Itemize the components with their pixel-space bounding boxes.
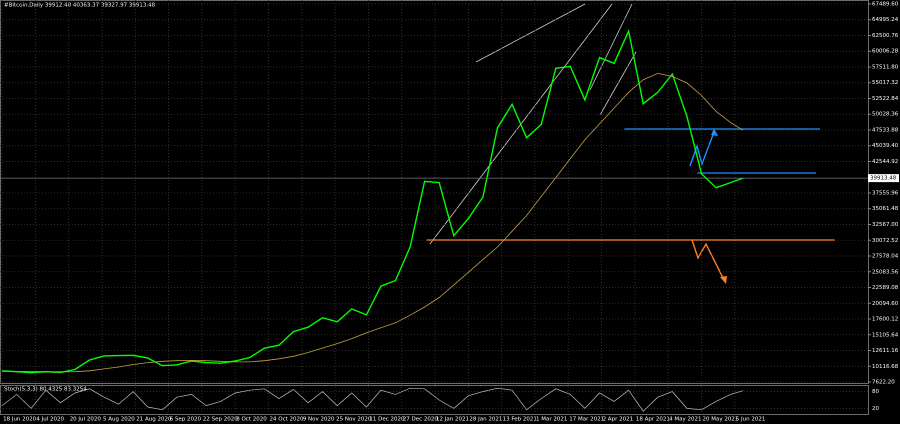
y-tick-label: 55017.32 [872, 80, 898, 86]
x-tick-label: 2 Apr 2021 [603, 417, 634, 423]
x-tick-label: 27 Dec 2020 [403, 417, 439, 423]
y-tick-label: 35061.48 [872, 206, 899, 212]
y-tick-label: 27578.04 [872, 254, 899, 260]
x-tick-label: 22 Sep 2020 [203, 417, 238, 423]
y-tick-label: 47533.88 [872, 127, 899, 133]
y-tick-label: 25083.56 [872, 269, 899, 275]
x-tick-label: 4 May 2021 [669, 417, 701, 423]
down-arrow [691, 239, 725, 281]
x-tick-label: 20 Jul 2020 [70, 417, 102, 423]
x-tick-label: 17 Mar 2021 [569, 417, 604, 423]
y-tick-label: 52522.84 [872, 96, 899, 102]
y-tick-label: 12611.16 [872, 348, 899, 354]
y-tick-label: 7622.20 [872, 380, 895, 386]
osc-frame [0, 385, 869, 415]
x-tick-label: 5 Aug 2020 [103, 417, 135, 423]
up-arrow [689, 131, 715, 167]
y-tick-label: 62500.76 [872, 33, 899, 39]
x-tick-label: 6 Sep 2020 [170, 417, 202, 423]
oscillator-line [1, 387, 744, 412]
x-tick-label: 28 Jan 2021 [469, 417, 502, 423]
x-tick-label: 9 Nov 2020 [303, 417, 335, 423]
y-tick-label: 32567.00 [872, 222, 899, 228]
x-tick-label: 1 Mar 2021 [536, 417, 567, 423]
y-tick-label: 67489.60 [872, 1, 899, 7]
osc-title: Stoch(5,3,3) 80.4325 83.3254 [4, 387, 87, 393]
x-tick-label: 13 Feb 2021 [503, 417, 537, 423]
last-price-label: 39913.48 [870, 176, 897, 182]
y-tick-label: 57511.80 [872, 64, 899, 70]
x-tick-label: 18 Apr 2021 [636, 417, 670, 423]
x-tick-label: 8 Oct 2020 [236, 417, 267, 423]
osc-tick-label: 20 [872, 406, 879, 412]
x-tick-label: 24 Oct 2020 [270, 417, 305, 423]
y-tick-label: 37555.96 [872, 190, 899, 196]
y-tick-label: 64995.24 [872, 17, 899, 23]
osc-tick-label: 80 [872, 389, 879, 395]
x-tick-label: 11 Dec 2020 [369, 417, 405, 423]
x-tick-label: 21 Aug 2020 [136, 417, 172, 423]
main-frame [0, 0, 869, 384]
y-tick-label: 10116.68 [872, 364, 899, 370]
y-tick-label: 17600.12 [872, 317, 898, 323]
y-tick-label: 45039.40 [872, 143, 899, 149]
moving-average [2, 72, 744, 373]
x-tick-label: 20 May 2021 [702, 417, 738, 423]
y-tick-label: 30072.52 [872, 238, 898, 244]
y-tick-label: 50028.36 [872, 112, 899, 118]
y-tick-label: 42544.92 [872, 159, 898, 165]
x-tick-label: 25 Nov 2020 [336, 417, 372, 423]
x-tick-label: 5 Jun 2021 [736, 417, 766, 423]
y-tick-label: 22589.08 [872, 285, 899, 291]
x-tick-label: 18 Jun 2020 [3, 417, 37, 423]
price-line [2, 28, 744, 374]
up-arrow-head [711, 128, 718, 136]
last-price-box [868, 174, 899, 183]
y-tick-label: 20094.60 [872, 301, 899, 307]
y-tick-label: 60006.28 [872, 49, 899, 55]
y-tick-label: 15105.64 [872, 332, 899, 338]
chart-title: #Bitcoin,Daily 39912.48 40363.37 39327.9… [4, 3, 156, 9]
x-tick-label: 4 Jul 2020 [36, 417, 64, 423]
down-arrow-head [720, 276, 727, 284]
x-tick-label: 12 Jan 2021 [436, 417, 469, 423]
